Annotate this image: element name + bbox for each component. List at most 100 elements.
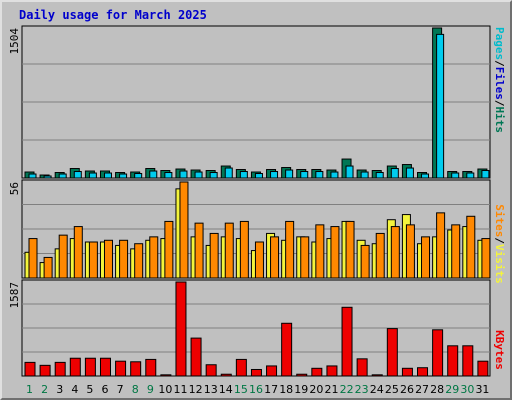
bar-files-day-10	[164, 172, 173, 179]
bar-sites-day-2	[43, 256, 53, 279]
side-label-pages-files-hits-part: Hits	[493, 107, 506, 134]
day-label-19: 19	[294, 383, 308, 396]
bar-files-day-31	[481, 170, 490, 179]
bar-files-day-30	[466, 172, 475, 179]
bar-files-day-14	[224, 167, 233, 179]
bar-sites-day-31	[481, 238, 491, 279]
bar-sites-day-1	[28, 238, 38, 279]
bar-files-day-24	[375, 172, 384, 179]
ymax-label-visits-sites: 56	[8, 182, 21, 195]
bar-kbytes-day-1	[24, 361, 36, 377]
day-label-26: 26	[400, 383, 414, 396]
bar-sites-day-19	[300, 236, 310, 279]
bar-kbytes-day-24	[371, 374, 383, 377]
bar-files-day-6	[103, 172, 112, 179]
bar-files-day-5	[88, 172, 97, 179]
bar-files-day-27	[421, 173, 430, 179]
bar-files-day-7	[119, 173, 128, 179]
bar-sites-day-30	[466, 215, 476, 279]
bar-kbytes-day-23	[356, 358, 368, 377]
bar-kbytes-day-16	[250, 368, 262, 377]
bar-files-day-2	[43, 175, 52, 179]
bar-kbytes-day-19	[296, 373, 308, 377]
bar-files-day-8	[134, 173, 143, 179]
bar-kbytes-day-2	[39, 364, 51, 377]
bar-kbytes-day-14	[220, 373, 232, 377]
bar-files-day-3	[58, 173, 67, 179]
day-label-6: 6	[102, 383, 109, 396]
bar-files-day-11	[179, 170, 188, 179]
bar-files-day-21	[330, 171, 339, 179]
bar-kbytes-day-20	[311, 367, 323, 377]
bar-sites-day-14	[224, 222, 234, 279]
side-label-kbytes: KBytes	[493, 330, 506, 370]
bar-sites-day-8	[134, 243, 144, 279]
bar-sites-day-12	[194, 222, 204, 279]
bar-kbytes-day-28	[432, 329, 444, 377]
bar-kbytes-day-11	[175, 281, 187, 377]
day-label-4: 4	[71, 383, 78, 396]
bar-sites-day-4	[73, 226, 83, 279]
side-label-pages-files-hits-part: /	[493, 60, 506, 67]
bar-sites-day-7	[119, 239, 129, 279]
day-label-24: 24	[370, 383, 384, 396]
day-label-20: 20	[309, 383, 323, 396]
bar-files-day-16	[254, 173, 263, 179]
day-label-13: 13	[204, 383, 218, 396]
bar-kbytes-day-21	[326, 365, 338, 377]
bar-kbytes-day-29	[447, 345, 459, 377]
bar-files-day-19	[300, 171, 309, 179]
bar-sites-day-6	[103, 239, 113, 279]
bar-kbytes-day-3	[54, 361, 66, 377]
bar-files-day-9	[149, 170, 158, 179]
bar-kbytes-day-4	[69, 357, 81, 377]
bar-sites-day-28	[436, 212, 446, 279]
bar-kbytes-day-30	[462, 345, 474, 377]
bar-sites-day-26	[405, 224, 415, 279]
day-label-5: 5	[86, 383, 93, 396]
bar-sites-day-20	[315, 224, 325, 279]
ymax-label-hits-files-pages: 1504	[8, 28, 21, 55]
side-label-sites-visits-part: /	[493, 237, 506, 244]
bar-sites-day-23	[360, 244, 370, 279]
chart-title: Daily usage for March 2025	[19, 8, 207, 22]
bar-kbytes-day-31	[477, 360, 489, 377]
bar-files-day-29	[451, 172, 460, 179]
bar-sites-day-5	[88, 241, 98, 279]
bar-files-day-13	[209, 172, 218, 179]
day-label-15: 15	[234, 383, 248, 396]
bar-sites-day-22	[345, 220, 355, 279]
side-label-kbytes-part: KBytes	[493, 330, 506, 370]
bar-files-day-4	[73, 171, 82, 179]
bar-sites-day-24	[375, 232, 385, 279]
bar-kbytes-day-27	[417, 367, 429, 377]
bar-kbytes-day-8	[130, 361, 142, 377]
bar-kbytes-day-18	[281, 322, 293, 377]
ymax-label-kbytes: 1587	[8, 282, 21, 309]
day-label-12: 12	[189, 383, 203, 396]
day-label-22: 22	[340, 383, 354, 396]
day-label-30: 30	[460, 383, 474, 396]
day-label-14: 14	[219, 383, 233, 396]
bar-files-day-23	[360, 171, 369, 179]
bar-files-day-17	[270, 171, 279, 179]
day-label-16: 16	[249, 383, 263, 396]
bar-kbytes-day-25	[386, 328, 398, 377]
bar-files-day-25	[390, 168, 399, 179]
day-label-27: 27	[415, 383, 429, 396]
side-label-pages-files-hits: Pages/Files/Hits	[493, 27, 506, 133]
day-label-21: 21	[324, 383, 338, 396]
side-label-pages-files-hits-part: Files	[493, 67, 506, 100]
day-label-2: 2	[41, 383, 48, 396]
bar-kbytes-day-7	[115, 360, 127, 377]
bar-kbytes-day-22	[341, 306, 353, 377]
bar-sites-day-25	[390, 226, 400, 279]
bar-kbytes-day-12	[190, 337, 202, 377]
bar-sites-day-13	[209, 232, 219, 279]
side-label-sites-visits: Sites/Visits	[493, 204, 506, 284]
day-label-7: 7	[117, 383, 124, 396]
day-label-3: 3	[56, 383, 63, 396]
side-label-pages-files-hits-part: /	[493, 100, 506, 107]
day-label-31: 31	[475, 383, 489, 396]
